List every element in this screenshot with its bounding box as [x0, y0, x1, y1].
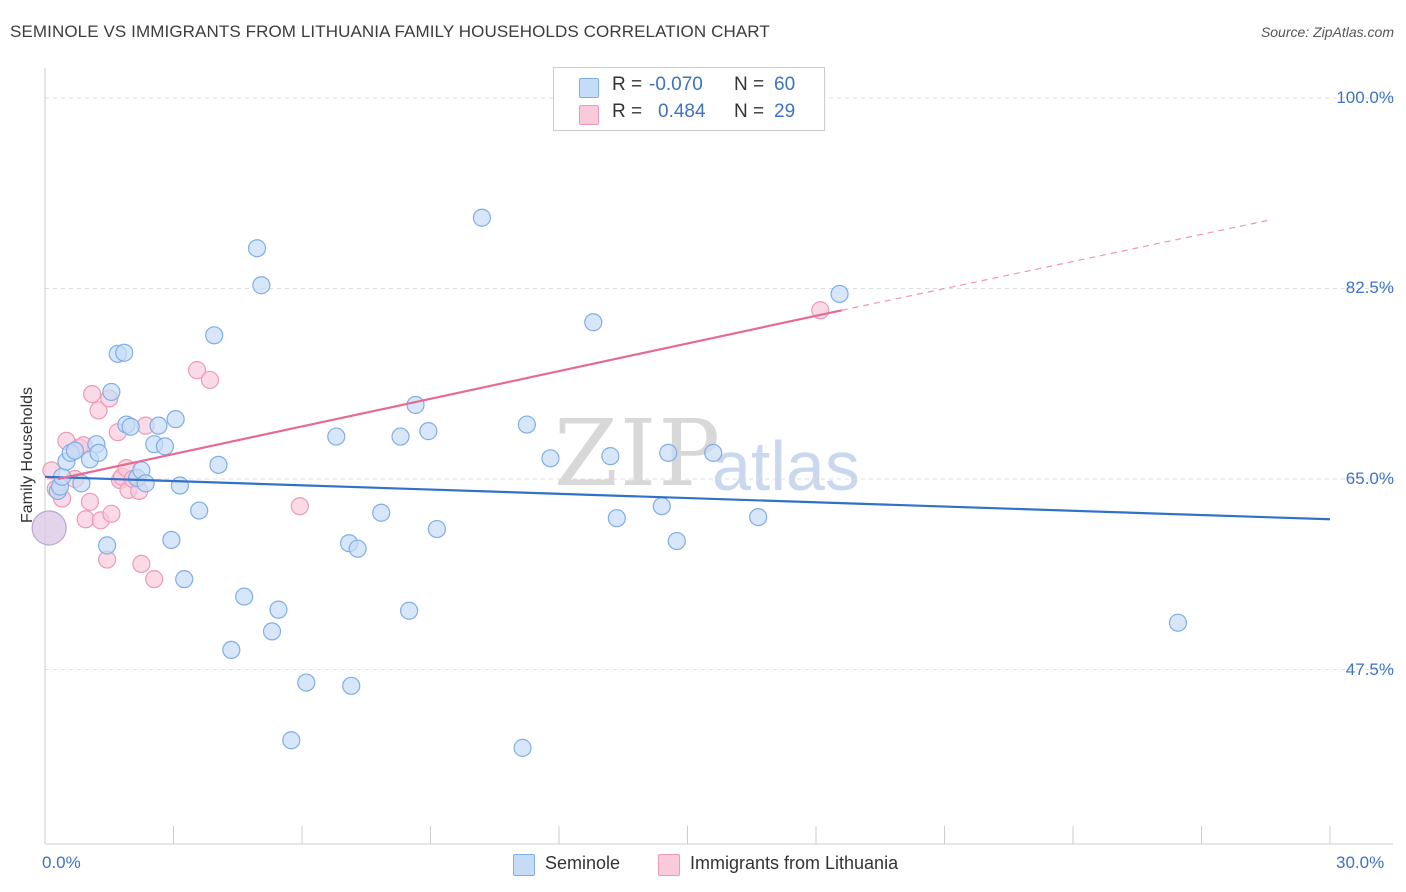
seminole-point: [427, 519, 447, 539]
x-tick-label-min: 0.0%: [42, 853, 81, 872]
lithuania-point: [132, 554, 151, 574]
seminole-point: [541, 449, 560, 468]
seminole-point: [282, 731, 301, 750]
stats-swatch-blue: [579, 78, 599, 98]
n-label: N =: [734, 101, 765, 122]
seminole-point: [297, 673, 316, 692]
seminole-point: [121, 417, 140, 436]
big-marker: [31, 510, 67, 546]
lithuania-point: [89, 401, 108, 420]
y-tick-label: 47.5%: [1345, 660, 1394, 679]
n-value: 60: [774, 74, 796, 95]
n-value: 29: [774, 101, 796, 122]
seminole-point: [65, 441, 85, 460]
lithuania-point: [200, 370, 220, 390]
lithuania-point: [187, 361, 207, 380]
y-tick-label: 82.5%: [1345, 278, 1394, 297]
seminole-point: [659, 443, 678, 462]
y-tick-label: 100.0%: [1336, 88, 1394, 107]
seminole-point: [513, 738, 532, 757]
seminole-point: [175, 570, 194, 589]
stats-swatch-pink: [579, 105, 599, 125]
lithuania-trend-extension: [841, 219, 1271, 311]
legend-label: Seminole: [545, 853, 621, 873]
lithuania-point: [290, 497, 309, 516]
seminole-point: [342, 676, 361, 695]
legend-swatch-blue: [513, 854, 535, 876]
seminole-point: [830, 284, 849, 304]
stats-row-seminole: R = -0.070 N = 60: [554, 74, 824, 100]
r-value: -0.070: [649, 74, 703, 95]
seminole-point: [170, 476, 190, 495]
seminole-point: [166, 410, 185, 429]
r-label: R =: [612, 74, 643, 95]
seminole-point: [262, 622, 282, 641]
y-tick-label: 65.0%: [1345, 469, 1394, 488]
seminole-point: [517, 415, 536, 434]
seminole-point: [406, 395, 425, 415]
seminole-point: [1168, 613, 1188, 632]
y-axis-label: Family Households: [19, 386, 36, 524]
r-value: 0.484: [658, 101, 706, 122]
n-label: N =: [734, 74, 765, 95]
legend-swatch-pink: [658, 854, 680, 876]
seminole-point: [162, 530, 181, 550]
seminole-point: [749, 507, 768, 527]
seminole-point: [419, 422, 438, 441]
seminole-point: [269, 600, 288, 619]
seminole-point: [667, 531, 686, 551]
seminole-point: [89, 443, 108, 462]
watermark-zip: ZIP: [554, 400, 723, 507]
source-label: Source: ZipAtlas.com: [1260, 24, 1394, 40]
x-tick-label-max: 30.0%: [1336, 853, 1385, 872]
seminole-trend-line: [44, 475, 1331, 521]
seminole-point: [601, 447, 620, 466]
seminole-point: [704, 443, 723, 462]
seminole-point: [115, 343, 134, 362]
seminole-point: [652, 497, 671, 516]
seminole-point: [472, 208, 491, 227]
lithuania-point: [83, 384, 102, 404]
seminole-point: [372, 503, 391, 522]
seminole-point: [205, 326, 224, 345]
stats-box: R = -0.070 N = 60 R = 0.484 N = 29: [553, 67, 825, 131]
seminole-point: [399, 601, 419, 620]
stats-row-lithuania: R = 0.484 N = 29: [554, 101, 824, 127]
seminole-point: [190, 501, 209, 520]
seminole-point: [252, 276, 271, 295]
r-label: R =: [612, 101, 643, 122]
seminole-point: [209, 455, 228, 474]
seminole-point: [136, 474, 155, 493]
seminole-point: [98, 536, 117, 555]
seminole-point: [327, 427, 346, 446]
watermark-atlas: atlas: [712, 427, 860, 505]
chart-title: SEMINOLE VS IMMIGRANTS FROM LITHUANIA FA…: [10, 22, 770, 41]
seminole-point: [102, 382, 121, 402]
seminole-point: [247, 239, 267, 258]
seminole-point: [348, 539, 367, 558]
seminole-point: [155, 437, 175, 456]
seminole-point: [584, 313, 603, 332]
seminole-point: [607, 509, 626, 528]
lithuania-point: [145, 570, 164, 589]
lithuania-point: [102, 504, 121, 523]
lithuania-point: [76, 510, 95, 529]
seminole-point: [222, 640, 241, 660]
seminole-point: [391, 427, 410, 446]
lithuania-trend-line: [57, 309, 842, 481]
lithuania-point: [80, 492, 100, 511]
seminole-point: [235, 587, 254, 606]
legend-label: Immigrants from Lithuania: [690, 853, 899, 873]
seminole-point: [149, 416, 168, 435]
